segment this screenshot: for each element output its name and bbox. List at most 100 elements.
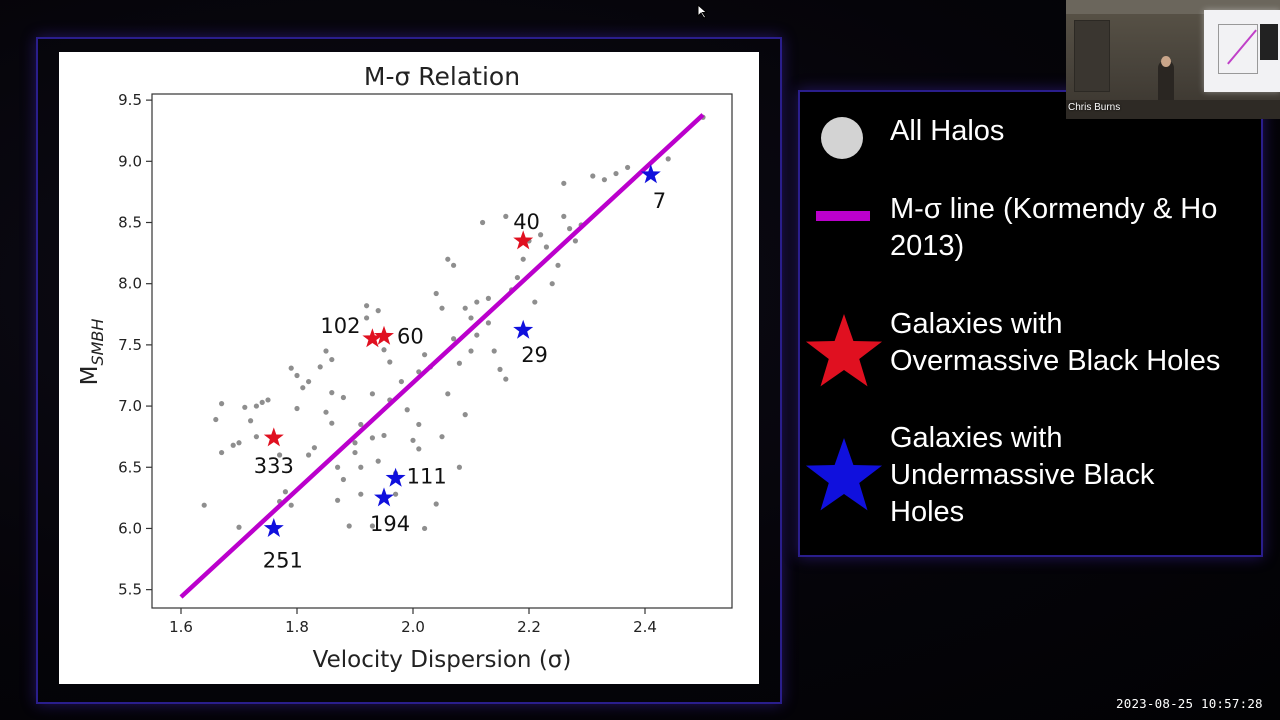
halo-point [253,403,259,409]
halo-point [381,347,387,353]
timestamp: 2023-08-25 10:57:28 [1116,696,1263,711]
halo-point [439,434,445,440]
galaxy-label-40: 40 [513,210,540,234]
galaxy-label-251: 251 [263,548,303,572]
galaxy-label-60: 60 [397,324,424,348]
halo-point [538,232,544,238]
halo-point [311,445,317,451]
red-star-icon [805,314,883,387]
halo-point [474,332,480,338]
halo-point [393,491,399,497]
halo-point [248,418,254,424]
webcam-screen-plot [1218,24,1258,74]
halo-point [422,352,428,358]
halo-point [520,256,526,262]
webcam-presenter-head [1161,56,1171,67]
webcam-feed: Chris Burns [1066,0,1280,119]
slide-frame [36,37,782,704]
webcam-door [1074,20,1110,92]
halo-point [398,378,404,385]
halo-point [497,366,503,372]
halo-point [451,336,457,342]
galaxy-label-29: 29 [521,343,548,367]
halo-point [329,390,335,396]
halo-point [480,219,486,226]
halo-point [323,348,329,354]
chart-title: M-σ Relation [364,62,520,91]
halo-point [230,442,236,448]
halo-point [294,405,300,412]
undermassive-star-194 [374,487,394,507]
halo-point [364,303,370,309]
galaxy-label-111: 111 [407,464,447,488]
halo-point [335,464,341,470]
legend-overmassive: Galaxies with Overmassive Black Holes [890,306,1220,380]
halo-point [329,420,335,426]
halo-point [340,476,346,483]
halo-point [543,244,549,250]
webcam-participant-name: Chris Burns [1068,102,1121,113]
webcam-floor [1066,100,1280,119]
halo-point [567,226,573,232]
halo-point [352,449,358,456]
webcam-screen-legend [1260,24,1278,60]
gray-circle-icon [821,117,863,159]
x-tick-label: 1.8 [285,618,309,636]
halo-point [219,449,225,456]
halo-point [503,376,509,382]
halo-point [601,177,608,183]
y-tick-label: 8.0 [118,275,142,293]
overmassive-star-60 [374,325,394,345]
overmassive-star-333 [263,427,284,447]
undermassive-star-251 [263,517,284,537]
x-tick-label: 2.4 [633,618,657,636]
halo-point [462,305,468,311]
y-axis: 5.5 6.0 6.5 7.0 7.5 8.0 8.5 9.0 9.5 [118,91,152,599]
halo-point [387,359,393,365]
halo-points [201,114,706,532]
halo-point [613,170,619,177]
halo-point [219,401,225,407]
overmassive-star-102 [362,328,383,348]
halo-point [381,432,387,439]
halo-point [561,180,567,186]
m-sigma-chart: M-σ Relation 1.6 1.8 2.0 2.2 2.4 5.5 6.0 6.5 7.… [77,62,733,673]
halo-point [433,501,439,507]
halo-point [462,412,468,418]
x-axis: 1.6 1.8 2.0 2.2 2.4 [169,608,657,636]
halo-point [375,458,381,464]
halo-point [282,489,288,495]
blue-star-icon [805,438,883,511]
magenta-line-icon [816,211,870,221]
x-tick-label: 2.0 [401,618,425,636]
halo-point [503,213,509,219]
halo-point [433,290,439,297]
halo-point [665,156,671,162]
halo-point [259,399,265,405]
y-axis-label: MSMBH [77,319,107,386]
halo-point [561,213,567,219]
undermassive-star-7 [640,164,661,184]
halo-point [329,356,335,363]
halo-point [456,360,462,366]
halo-point [549,281,555,287]
highlighted-galaxies: 40 102 60 333 7 29 111 194 251 [254,164,666,572]
halo-point [242,404,248,410]
halo-point [590,173,596,179]
y-tick-label: 8.5 [118,214,142,232]
halo-point [422,525,428,532]
halo-point [369,435,375,441]
halo-point [306,378,312,385]
halo-point [340,394,346,401]
legend-overmassive-text-2: Overmassive Black Holes [890,345,1221,377]
halo-point [445,256,451,262]
y-tick-label: 7.0 [118,397,142,415]
halo-point [532,299,538,305]
legend-undermassive: Galaxies with Undermassive Black Holes [890,420,1154,531]
halo-point [572,238,579,244]
y-tick-label: 6.0 [118,519,142,537]
halo-point [369,391,375,397]
undermassive-star-29 [513,319,534,339]
legend-all-halos: All Halos [890,115,1005,147]
